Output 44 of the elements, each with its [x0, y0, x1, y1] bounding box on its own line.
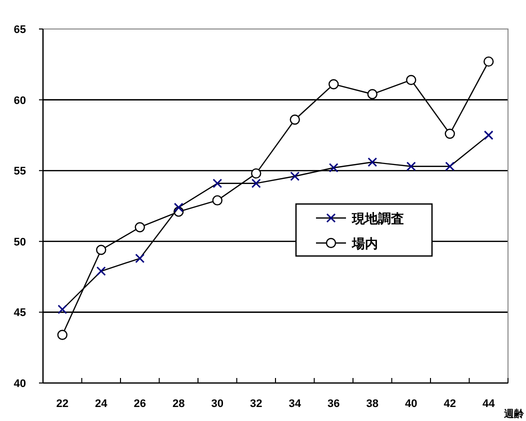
point [406, 162, 416, 172]
x-tick-label: 32 [250, 398, 262, 410]
point [367, 89, 378, 100]
legend-label: 現地調査 [351, 211, 404, 226]
y-tick-label: 45 [14, 307, 26, 320]
point [445, 162, 455, 172]
y-tick-label: 50 [14, 236, 26, 248]
x-tick-label: 36 [328, 398, 340, 410]
x-axis-title: 週齢 [503, 408, 525, 420]
point [251, 178, 261, 188]
point [135, 254, 145, 264]
point [328, 163, 338, 173]
point [328, 79, 339, 90]
point [58, 304, 68, 314]
x-tick-label: 44 [482, 398, 496, 410]
y-tick-label: 40 [14, 378, 26, 390]
x-tick-label: 34 [288, 398, 302, 410]
point [484, 56, 494, 67]
point [406, 74, 416, 86]
point [134, 222, 145, 232]
point [96, 266, 106, 276]
legend-label: 場内 [351, 236, 378, 251]
x-tick-label: 28 [172, 398, 185, 410]
x-tick-label: 24 [95, 398, 108, 410]
point [290, 114, 300, 125]
y-tick-label: 60 [14, 94, 26, 107]
x-tick-label: 42 [444, 398, 456, 410]
x-tick-label: 40 [405, 398, 418, 410]
point [57, 330, 68, 340]
y-tick-label: 65 [14, 24, 26, 36]
point [212, 178, 222, 188]
point [290, 172, 300, 182]
point [444, 128, 455, 139]
x-tick-label: 38 [366, 398, 378, 410]
x-tick-label: 26 [134, 398, 146, 410]
point [174, 202, 184, 212]
point [368, 157, 378, 167]
point [484, 130, 494, 140]
x-tick-label: 22 [56, 398, 68, 410]
point [251, 168, 262, 179]
point [96, 244, 106, 255]
y-tick-label: 55 [14, 166, 26, 178]
point [212, 195, 222, 206]
x-tick-label: 30 [211, 398, 224, 410]
